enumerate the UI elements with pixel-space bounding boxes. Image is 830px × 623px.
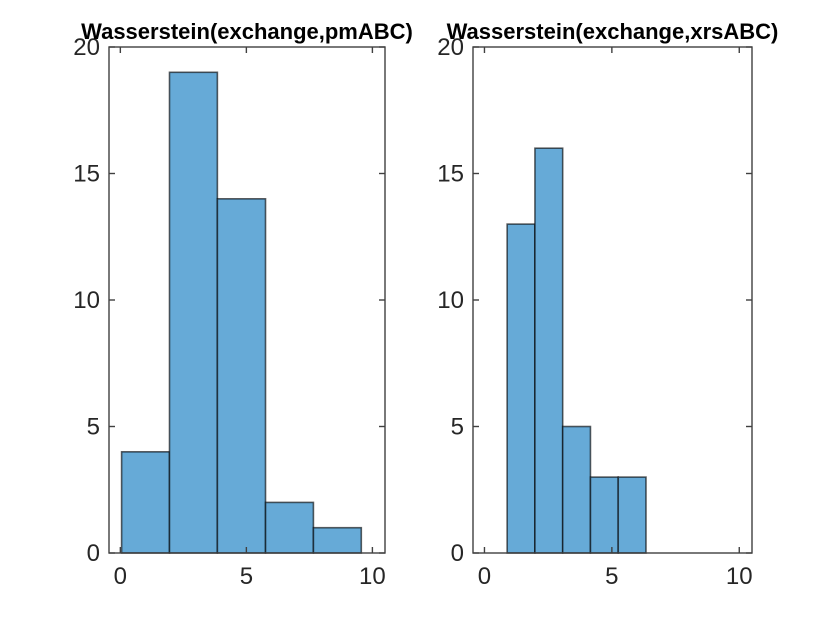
y-tick-label: 20 xyxy=(73,34,100,61)
x-tick-label: 0 xyxy=(114,563,127,590)
x-tick-label: 5 xyxy=(240,563,253,590)
plot-title: Wasserstein(exchange,xrsABC) xyxy=(447,19,779,44)
x-tick-label: 5 xyxy=(605,563,618,590)
x-tick-label: 0 xyxy=(478,563,491,590)
y-tick-label: 20 xyxy=(437,34,464,61)
histogram-bar xyxy=(506,223,536,554)
y-tick-label: 0 xyxy=(451,540,464,567)
y-tick-label: 10 xyxy=(437,287,464,314)
y-tick-label: 15 xyxy=(437,161,464,188)
x-tick-label: 10 xyxy=(726,563,753,590)
histogram-bar xyxy=(216,198,267,554)
y-tick-label: 5 xyxy=(451,414,464,441)
histogram-bar xyxy=(589,476,620,554)
plot-title: Wasserstein(exchange,pmABC) xyxy=(81,19,413,44)
histogram-bar xyxy=(312,526,363,554)
histogram-bar xyxy=(617,476,647,554)
histogram-bar xyxy=(561,425,592,554)
y-tick-label: 5 xyxy=(87,414,100,441)
histogram-bar xyxy=(264,501,315,554)
x-tick-label: 10 xyxy=(359,563,386,590)
histogram-bar xyxy=(168,71,219,554)
histogram-bar xyxy=(534,147,564,554)
y-tick-label: 0 xyxy=(87,540,100,567)
y-tick-label: 10 xyxy=(73,287,100,314)
histogram-bar xyxy=(120,450,171,554)
y-tick-label: 15 xyxy=(73,161,100,188)
